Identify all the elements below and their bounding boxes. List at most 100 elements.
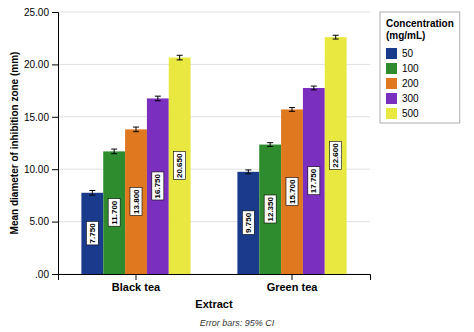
tick-label: Black tea (112, 281, 161, 293)
data-label-text: 9.750 (244, 212, 253, 233)
tick-mark (52, 222, 58, 223)
tick-mark (52, 117, 58, 118)
data-label-box (264, 195, 276, 223)
data-label-box (174, 152, 186, 180)
bar (125, 129, 147, 274)
data-label-text: 20.650 (175, 153, 184, 178)
data-label-box (152, 172, 164, 200)
tick: 25.00 (24, 7, 58, 18)
tick: 15.00 (24, 112, 58, 123)
legend-label: 200 (402, 78, 419, 89)
legend-label: 100 (402, 63, 419, 74)
legend-swatch (386, 63, 397, 74)
tick-label: 25.00 (24, 7, 49, 18)
tick-label: 5.00 (30, 216, 50, 227)
tick-mark (52, 169, 58, 170)
data-label-box (286, 177, 298, 205)
bar (169, 58, 191, 274)
bar (259, 145, 281, 274)
grid-line (58, 12, 370, 13)
tick-mark (52, 274, 58, 275)
grid (58, 12, 370, 274)
chart: .00 5.00 10.00 15.00 20.00 25.00 Black tea Gree… (0, 0, 474, 332)
data-label: 22.600 (330, 141, 342, 169)
data-label-text: 22.600 (331, 143, 340, 168)
data-label: 17.750 (308, 167, 320, 195)
error-bar (111, 149, 117, 154)
data-label-box (130, 187, 142, 215)
data-label-box (308, 167, 320, 195)
tick-mark (136, 274, 137, 280)
data-label-text: 11.700 (110, 200, 119, 225)
data-label-box (242, 211, 254, 235)
tick: Green tea (267, 274, 319, 293)
y-axis-title: Mean diameter of inhibition zone (mm) (9, 52, 20, 235)
tick: 10.00 (24, 164, 58, 175)
legend-label: 500 (402, 108, 419, 119)
data-label-text: 17.750 (309, 168, 318, 193)
x-axis-title: Extract (195, 298, 233, 310)
bar (237, 172, 259, 274)
data-label: 12.350 (264, 195, 276, 223)
tick-label: Green tea (267, 281, 319, 293)
tick-mark (52, 64, 58, 65)
error-bar (89, 190, 95, 195)
data-label: 15.700 (286, 177, 298, 205)
data-labels: 7.750 9.750 11.700 12.350 13.800 15.700 16.750… (86, 141, 341, 245)
data-label: 20.650 (174, 152, 186, 180)
tick: .00 (35, 269, 58, 280)
legend-swatch (386, 108, 397, 119)
legend-title: Concentration(mg/mL) (386, 18, 454, 41)
data-label-text: 16.750 (153, 173, 162, 198)
bar (281, 109, 303, 274)
bar (303, 88, 325, 274)
tick: Black tea (112, 274, 161, 293)
error-bar (267, 143, 273, 147)
data-label: 16.750 (152, 172, 164, 200)
plot: .00 5.00 10.00 15.00 20.00 25.00 Black tea Gree… (24, 7, 371, 293)
data-label-text: 7.750 (88, 223, 97, 244)
data-label-text: 13.800 (132, 189, 141, 214)
data-label-text: 12.350 (266, 197, 275, 222)
data-label: 11.700 (108, 199, 120, 227)
data-label-box (108, 199, 120, 227)
error-bar (155, 96, 161, 101)
legend-label: 300 (402, 93, 419, 104)
tick-label: 10.00 (24, 164, 49, 175)
legend-frame (380, 12, 460, 123)
error-bar (177, 55, 183, 60)
legend-swatch (386, 93, 397, 104)
data-label: 9.750 (242, 211, 254, 235)
error-bar (245, 170, 251, 174)
legend-swatch (386, 78, 397, 89)
error-bar (133, 127, 139, 132)
legend-label: 50 (402, 48, 414, 59)
data-label: 7.750 (86, 221, 98, 245)
data-label-box (86, 221, 98, 245)
tick: 20.00 (24, 59, 58, 70)
tick-label: 20.00 (24, 59, 49, 70)
bar (81, 193, 103, 274)
bar (147, 98, 169, 274)
bar (325, 37, 347, 274)
data-label-box (330, 141, 342, 169)
bar (103, 151, 125, 274)
tick-mark (292, 274, 293, 280)
footnote: Error bars: 95% CI (200, 318, 275, 328)
legend-swatch (386, 48, 397, 59)
error-bar (311, 86, 317, 90)
data-label: 13.800 (130, 187, 142, 215)
legend: Concentration(mg/mL) 50 100 200 300 500 (380, 12, 460, 123)
marks (81, 35, 346, 274)
tick: 5.00 (30, 216, 58, 227)
error-bar (333, 35, 339, 39)
axis-line (52, 13, 59, 275)
grid-line (58, 64, 370, 65)
data-label-text: 15.700 (288, 179, 297, 204)
x-axis: Black tea Green tea (59, 274, 371, 293)
axis-line (59, 275, 371, 281)
tick-label: .00 (35, 269, 49, 280)
tick-mark (52, 12, 58, 13)
tick-label: 15.00 (24, 112, 49, 123)
y-axis: .00 5.00 10.00 15.00 20.00 25.00 (24, 7, 59, 280)
